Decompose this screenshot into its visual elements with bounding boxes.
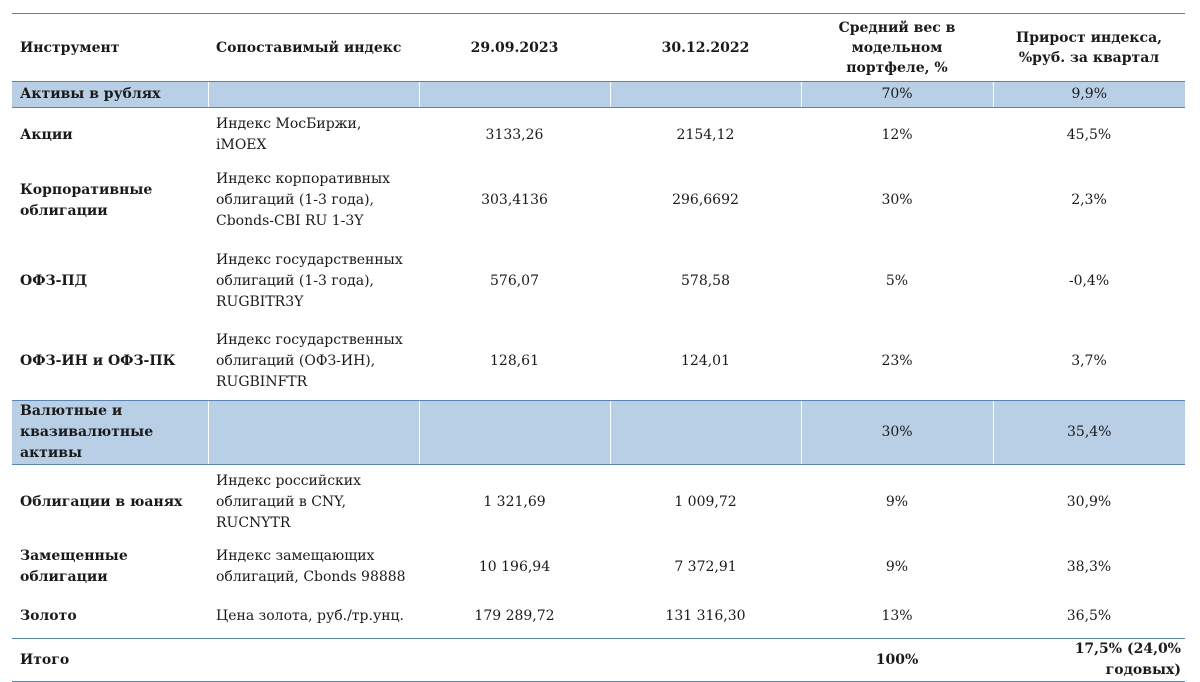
value-2023: 128,61 — [490, 353, 539, 370]
total-weight: 100% — [875, 651, 919, 668]
value-2022: 131 316,30 — [665, 607, 746, 624]
group-weight: 70% — [800, 81, 993, 108]
value-2023: 3133,26 — [485, 126, 544, 143]
value-2023: 179 289,72 — [474, 607, 555, 624]
instrument-name: Корпоративные облигации — [20, 181, 153, 219]
value-2023: 303,4136 — [481, 192, 548, 208]
index-name: Индекс государственных облигаций (ОФЗ-ИН… — [216, 332, 403, 391]
value-2022: 1 009,72 — [674, 493, 737, 510]
growth: 38,3% — [1066, 558, 1112, 575]
weight: 9% — [885, 558, 909, 575]
index-name: Индекс корпоративных облигаций (1-3 года… — [216, 171, 391, 229]
weight: 5% — [885, 272, 909, 289]
group-row-fx: Валютные и квазивалютные активы 30% 35,4… — [12, 400, 1185, 465]
index-name: Индекс замещающих облигаций, Cbonds 9888… — [216, 548, 406, 585]
instrument-name: Золото — [20, 607, 77, 624]
table-row: Облигации в юанях Индекс российских обли… — [12, 465, 1185, 540]
group-name: Активы в рублях — [12, 81, 208, 108]
value-2022: 124,01 — [681, 353, 730, 370]
table-row: Акции Индекс МосБиржи, iMOEX 3133,26 215… — [12, 108, 1185, 163]
value-2022: 7 372,91 — [674, 558, 737, 575]
header-growth: Прирост индекса, %руб. за квартал — [1015, 29, 1163, 66]
instrument-name: ОФЗ-ПД — [20, 272, 88, 289]
growth: -0,4% — [1068, 272, 1110, 289]
value-2022: 2154,12 — [676, 126, 735, 143]
header-row: Инструмент Сопоставимый индекс 29.09.202… — [12, 13, 1185, 82]
table-row: Корпоративные облигации Индекс корпорати… — [12, 163, 1185, 239]
growth: 3,7% — [1071, 353, 1107, 370]
index-name: Индекс государственных облигаций (1-3 го… — [216, 251, 403, 310]
header-date-2022: 30.12.2022 — [661, 39, 750, 56]
index-name: Индекс российских облигаций в CNY, RUCNY… — [216, 472, 362, 531]
header-instrument: Инструмент — [20, 39, 120, 56]
value-2023: 1 321,69 — [483, 493, 546, 510]
group-growth: 9,9% — [992, 81, 1185, 108]
weight: 12% — [881, 126, 913, 143]
table-row: ОФЗ-ПД Индекс государственных облигаций … — [12, 239, 1185, 324]
table-row: Замещенные облигации Индекс замещающих о… — [12, 540, 1185, 595]
weight: 30% — [881, 192, 913, 208]
group-weight: 30% — [800, 400, 993, 465]
growth: 30,9% — [1066, 493, 1112, 510]
total-name: Итого — [20, 651, 70, 668]
weight: 9% — [885, 493, 909, 510]
growth: 45,5% — [1066, 126, 1112, 143]
total-growth: 17,5% (24,0% годовых) — [1074, 641, 1181, 678]
portfolio-table: Инструмент Сопоставимый индекс 29.09.202… — [12, 13, 1185, 682]
instrument-name: Акции — [20, 126, 73, 143]
instrument-name: Облигации в юанях — [20, 493, 183, 510]
value-2023: 10 196,94 — [478, 558, 551, 575]
group-growth: 35,4% — [992, 400, 1185, 465]
table-row: ОФЗ-ИН и ОФЗ-ПК Индекс государственных о… — [12, 324, 1185, 401]
value-2022: 296,6692 — [672, 192, 739, 208]
header-index: Сопоставимый индекс — [216, 39, 402, 56]
total-row: Итого 100% 17,5% (24,0% годовых) — [12, 638, 1185, 682]
growth: 36,5% — [1066, 607, 1112, 624]
group-row-rub: Активы в рублях 70% 9,9% — [12, 81, 1185, 108]
header-date-2023: 29.09.2023 — [470, 39, 559, 56]
weight: 13% — [881, 607, 913, 624]
instrument-name: ОФЗ-ИН и ОФЗ-ПК — [20, 353, 176, 370]
index-name: Цена золота, руб./тр.унц. — [216, 607, 404, 624]
value-2023: 576,07 — [490, 272, 539, 289]
header-weight: Средний вес в модельном портфеле, % — [838, 19, 956, 76]
group-name: Валютные и квазивалютные активы — [12, 400, 208, 465]
table-row: Золото Цена золота, руб./тр.унц. 179 289… — [12, 595, 1185, 639]
instrument-name: Замещенные облигации — [20, 548, 128, 585]
weight: 23% — [881, 353, 913, 370]
growth: 2,3% — [1071, 192, 1107, 208]
index-name: Индекс МосБиржи, iMOEX — [216, 116, 362, 154]
value-2022: 578,58 — [681, 272, 730, 289]
